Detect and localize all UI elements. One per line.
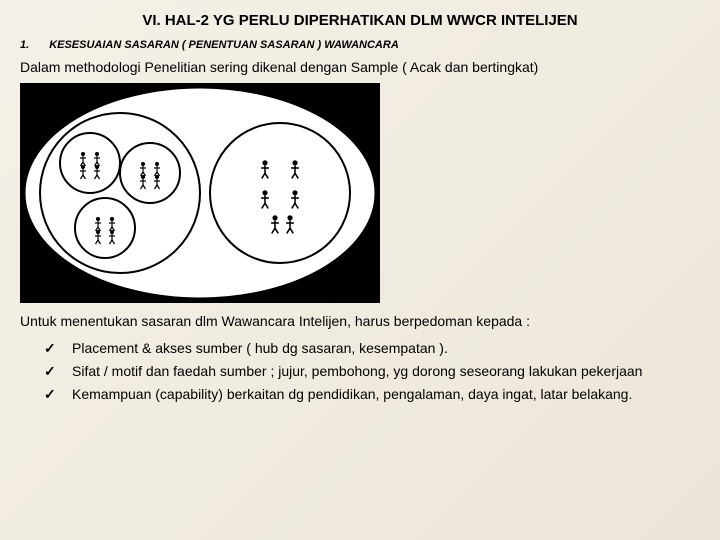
guideline-paragraph: Untuk menentukan sasaran dlm Wawancara I… bbox=[20, 313, 700, 329]
bullet-text: Kemampuan (capability) berkaitan dg pend… bbox=[72, 385, 700, 404]
check-icon: ✓ bbox=[44, 385, 58, 404]
subhead-number: 1. bbox=[20, 39, 29, 51]
check-icon: ✓ bbox=[44, 339, 58, 358]
list-item: ✓ Placement & akses sumber ( hub dg sasa… bbox=[44, 339, 700, 358]
intro-paragraph: Dalam methodologi Penelitian sering dike… bbox=[20, 59, 700, 75]
subhead-text: KESESUAIAN SASARAN ( PENENTUAN SASARAN )… bbox=[49, 39, 399, 51]
bullet-text: Placement & akses sumber ( hub dg sasara… bbox=[72, 339, 700, 358]
bullet-list: ✓ Placement & akses sumber ( hub dg sasa… bbox=[20, 339, 700, 404]
bullet-text: Sifat / motif dan faedah sumber ; jujur,… bbox=[72, 362, 700, 381]
list-item: ✓ Kemampuan (capability) berkaitan dg pe… bbox=[44, 385, 700, 404]
page-title: VI. HAL-2 YG PERLU DIPERHATIKAN DLM WWCR… bbox=[20, 12, 700, 29]
list-item: ✓ Sifat / motif dan faedah sumber ; juju… bbox=[44, 362, 700, 381]
check-icon: ✓ bbox=[44, 362, 58, 381]
sampling-diagram bbox=[20, 83, 380, 303]
subheading-row: 1. KESESUAIAN SASARAN ( PENENTUAN SASARA… bbox=[20, 39, 700, 51]
